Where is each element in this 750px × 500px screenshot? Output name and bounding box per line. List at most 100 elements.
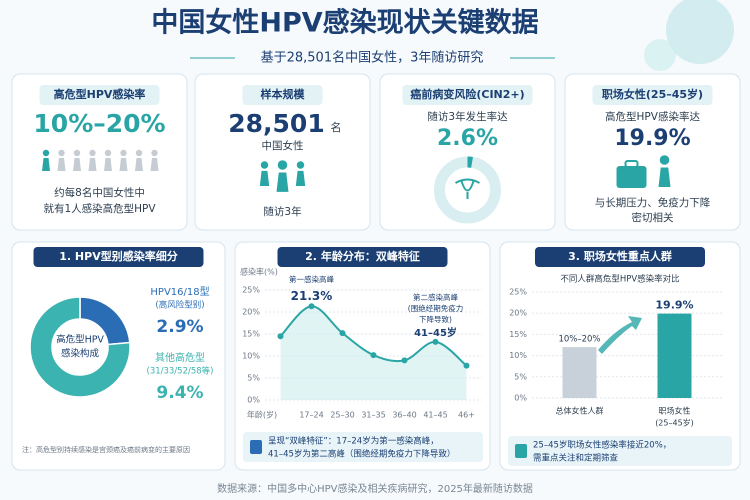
person-icon bbox=[57, 158, 66, 171]
bar bbox=[562, 347, 597, 398]
stat-value: 10%–20% bbox=[33, 109, 165, 138]
summary-line: 呈现“双峰特征”：17–24岁为第一感染高峰， bbox=[268, 436, 439, 447]
stat-line: 随访3年 bbox=[263, 205, 301, 218]
summary-icon bbox=[515, 444, 527, 458]
stat-value: 2.6% bbox=[437, 126, 498, 151]
pie-center-label: 高危型HPV bbox=[56, 334, 104, 346]
title: 中国女性HPV感染现状关键数据 bbox=[151, 7, 538, 39]
person-icon bbox=[150, 158, 159, 171]
y-axis-label: 感染率(%) bbox=[240, 267, 278, 277]
point bbox=[401, 357, 408, 364]
y-tick-label: 15% bbox=[242, 330, 260, 339]
title-chip bbox=[535, 247, 705, 267]
card bbox=[379, 73, 556, 231]
donut-arc bbox=[467, 156, 473, 168]
stat-line: 与长期压力、免疫力下降 bbox=[595, 196, 711, 209]
uterus-icon bbox=[454, 178, 481, 199]
annotation: 第一感染高峰 bbox=[289, 274, 334, 284]
person-icon bbox=[295, 170, 306, 187]
point bbox=[339, 330, 346, 337]
legend-label: (31/33/52/58等) bbox=[147, 366, 214, 377]
card-title: 样本规模 bbox=[261, 87, 306, 101]
card-title: 高危型HPV感染率 bbox=[54, 87, 146, 101]
legend-label: HPV16/18型 bbox=[150, 285, 209, 298]
point bbox=[463, 362, 470, 369]
title-chip bbox=[39, 85, 160, 105]
value-label: 10%–20% bbox=[558, 335, 600, 345]
footer: 数据来源：中国多中心HPV感染及相关疾病研究，2025年最新随访数据 bbox=[217, 482, 533, 495]
y-tick-label: 10% bbox=[242, 352, 260, 361]
person-icon bbox=[58, 149, 65, 157]
title-chip bbox=[592, 85, 713, 105]
person-icon bbox=[120, 149, 127, 157]
person-icon bbox=[135, 149, 143, 157]
annotation: 下降导致) bbox=[419, 314, 452, 324]
briefcase-icon bbox=[624, 160, 639, 168]
summary-line: 25–45岁职场女性感染率接近20%， bbox=[533, 440, 671, 451]
person-icon bbox=[658, 167, 671, 187]
stat-line: 就有1人感染高危型HPV bbox=[43, 202, 156, 215]
title-chip bbox=[242, 85, 323, 105]
annotation: (围绝经期免疫力 bbox=[408, 303, 463, 313]
y-tick-label: 0% bbox=[514, 394, 527, 403]
person-icon bbox=[276, 172, 289, 192]
y-tick-label: 5% bbox=[247, 374, 260, 383]
card-title: 1. HPV型别感染率细分 bbox=[59, 249, 177, 263]
person-icon bbox=[151, 149, 158, 157]
title-chip bbox=[402, 85, 533, 105]
person-icon bbox=[104, 158, 112, 171]
virus-decoration bbox=[666, 0, 734, 64]
bar bbox=[657, 313, 692, 398]
y-tick-label: 25% bbox=[509, 288, 527, 297]
y-tick-label: 5% bbox=[514, 372, 527, 381]
person-icon bbox=[296, 161, 305, 169]
summary-line: 41–45岁为第二高峰（围绝经期免疫力下降导致） bbox=[268, 449, 455, 460]
summary-line: 需重点关注和定期筛查 bbox=[533, 453, 619, 464]
card-title: 3. 职场女性重点人群 bbox=[568, 249, 672, 263]
card-title: 癌前病变风险(CIN2+) bbox=[410, 87, 524, 101]
value-label: 9.4% bbox=[156, 383, 203, 403]
x-tick-label: 职场女性 bbox=[659, 406, 691, 416]
person-icon bbox=[119, 158, 128, 171]
person-icon bbox=[89, 149, 96, 157]
stat-line: 密切相关 bbox=[632, 211, 674, 224]
annotation: 41–45岁 bbox=[414, 326, 457, 339]
person-icon bbox=[659, 155, 670, 165]
person-icon bbox=[260, 161, 269, 169]
card bbox=[11, 73, 188, 231]
person-icon bbox=[42, 158, 50, 171]
y-tick-label: 20% bbox=[509, 309, 527, 318]
x-tick-label: 46+ bbox=[458, 411, 475, 420]
x-tick-label: 25–30 bbox=[330, 411, 354, 420]
value-label: 21.3% bbox=[291, 289, 333, 303]
card bbox=[564, 73, 741, 231]
legend-label: 其他高危型 bbox=[155, 351, 205, 364]
y-tick-label: 25% bbox=[242, 286, 260, 295]
stat-value: 28,501 bbox=[228, 109, 324, 138]
chart-subtitle: 不同人群高危型HPV感染率对比 bbox=[560, 274, 679, 285]
person-icon bbox=[73, 149, 81, 157]
point bbox=[308, 303, 315, 310]
point bbox=[370, 352, 377, 359]
stat-unit: 名 bbox=[331, 120, 342, 134]
summary-icon bbox=[250, 440, 262, 454]
person-icon bbox=[135, 158, 143, 171]
person-icon bbox=[42, 149, 50, 157]
card-title: 2. 年龄分布：双峰特征 bbox=[305, 249, 420, 263]
y-tick-label: 20% bbox=[242, 308, 260, 317]
point bbox=[432, 338, 439, 345]
legend-label: (高风险型别) bbox=[155, 300, 204, 311]
y-tick-label: 10% bbox=[509, 351, 527, 360]
stat-line: 约每8名中国女性中 bbox=[54, 186, 145, 199]
title-chip bbox=[33, 247, 204, 267]
note: 注：高危型别持续感染是宫颈癌及癌前病变的主要原因 bbox=[22, 445, 190, 454]
value-label: 2.9% bbox=[156, 317, 203, 337]
point bbox=[277, 333, 284, 340]
subtitle: 基于28,501名中国女性，3年随访研究 bbox=[261, 50, 484, 66]
pie-center-label: 感染构成 bbox=[61, 348, 100, 360]
person-icon bbox=[259, 170, 270, 187]
pie-slice bbox=[29, 296, 131, 398]
person-icon bbox=[277, 160, 288, 170]
x-tick-label: 36–40 bbox=[392, 411, 416, 420]
trend-arrow bbox=[598, 316, 642, 354]
